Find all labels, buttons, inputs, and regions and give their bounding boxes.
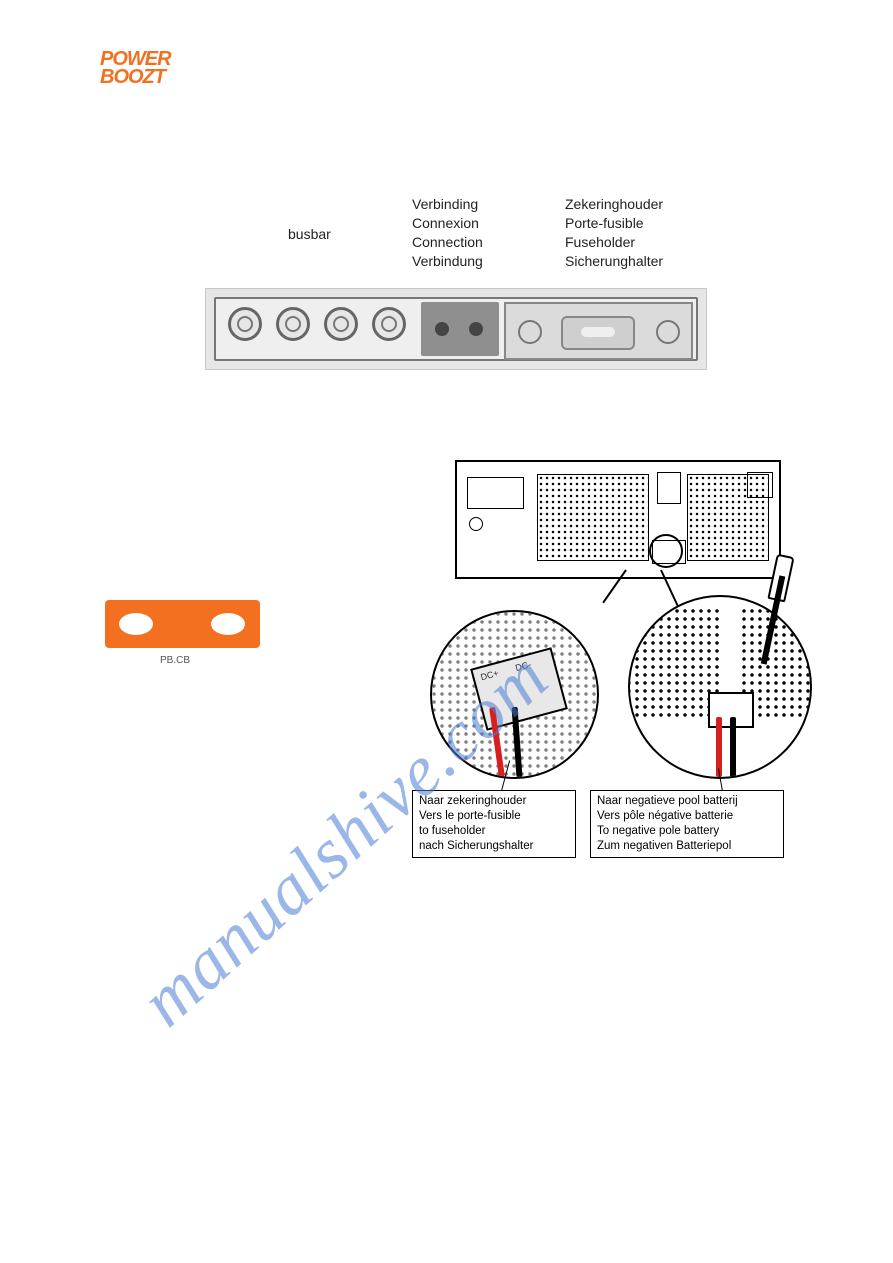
- connection-label-de: Verbindung: [412, 252, 483, 271]
- connection-label-fr: Connexion: [412, 214, 483, 233]
- wire-black-right: [730, 717, 736, 777]
- highlight-circle: [649, 534, 683, 568]
- fuseholder-label-en: Fuseholder: [565, 233, 663, 252]
- brand-logo: POWER BOOZT: [100, 50, 175, 100]
- terminal-2: [276, 307, 310, 341]
- callout-left-de: nach Sicherungshalter: [419, 839, 569, 854]
- terminal-4: [372, 307, 406, 341]
- callout-right-nl: Naar negatieve pool batterij: [597, 794, 777, 809]
- terminal-1: [228, 307, 262, 341]
- fuseholder-labels: Zekeringhouder Porte-fusible Fuseholder …: [565, 195, 663, 271]
- callout-fuseholder: Naar zekeringhouder Vers le porte-fusibl…: [412, 790, 576, 858]
- callout-left-fr: Vers le porte-fusible: [419, 809, 569, 824]
- pbcb-hole-right: [211, 613, 245, 635]
- detail-view-screw-terminal: [628, 595, 812, 779]
- pbcb-plate: [105, 600, 260, 648]
- connection-label-nl: Verbinding: [412, 195, 483, 214]
- fuseholder-label-de: Sicherunghalter: [565, 252, 663, 271]
- device-rear-panel: [455, 460, 781, 579]
- logo-line2: BOOZT: [100, 68, 175, 86]
- callout-left-en: to fuseholder: [419, 824, 569, 839]
- fuseholder-block: [504, 302, 693, 360]
- connector-block-2: [657, 472, 681, 504]
- callout-left-nl: Naar zekeringhouder: [419, 794, 569, 809]
- callout-right-de: Zum negativen Batteriepol: [597, 839, 777, 854]
- fuse-screw-left: [518, 320, 542, 344]
- connection-dot-1: [435, 322, 449, 336]
- callout-right-en: To negative pole battery: [597, 824, 777, 839]
- connection-labels: Verbinding Connexion Connection Verbindu…: [412, 195, 483, 271]
- connection-dot-2: [469, 322, 483, 336]
- callout-negative-pole: Naar negatieve pool batterij Vers pôle n…: [590, 790, 784, 858]
- connection-block: [421, 302, 499, 356]
- dc-plus-label: DC+: [479, 668, 499, 682]
- pbcb-hole-left: [119, 613, 153, 635]
- busbar-label: busbar: [288, 225, 331, 244]
- jack-port: [469, 517, 483, 531]
- fuse-screw-right: [656, 320, 680, 344]
- callout-right-fr: Vers pôle négative batterie: [597, 809, 777, 824]
- fuseholder-label-fr: Porte-fusible: [565, 214, 663, 233]
- fuseholder-label-nl: Zekeringhouder: [565, 195, 663, 214]
- connector-block-1: [467, 477, 524, 509]
- connection-label-en: Connection: [412, 233, 483, 252]
- fuse-body: [561, 316, 635, 350]
- vent-grille-1: [537, 474, 649, 561]
- detail-view-dc-terminals: DC+ DC-: [430, 610, 599, 779]
- fuse-slot: [581, 327, 615, 337]
- busbar-diagram: [205, 288, 707, 370]
- detail-right-grille-1: [628, 607, 720, 717]
- pbcb-label: PB.CB: [160, 655, 190, 666]
- terminal-3: [324, 307, 358, 341]
- dc-minus-label: DC-: [514, 659, 532, 673]
- connector-block-3: [747, 472, 773, 498]
